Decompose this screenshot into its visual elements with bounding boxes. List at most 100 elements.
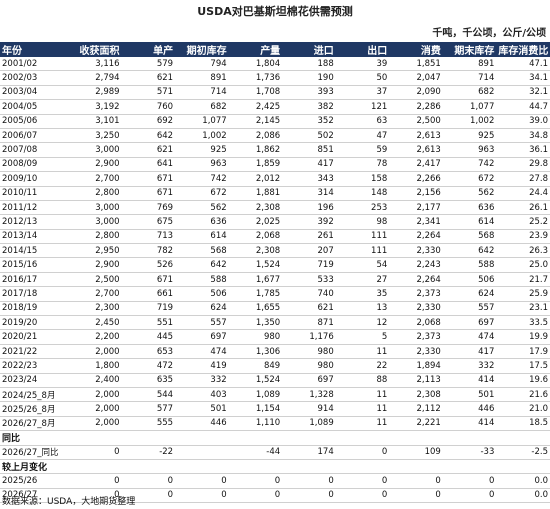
cell: 1,800 xyxy=(68,358,122,374)
cell: 697 xyxy=(175,329,229,345)
table-row: 2026/27_8月 2,000 555 446 1,110 1,089 11 2,221 41… xyxy=(0,416,550,432)
cell: 557 xyxy=(175,315,229,331)
cell: 760 xyxy=(121,99,176,115)
cell: 697 xyxy=(282,373,336,388)
cell: 891 xyxy=(442,57,497,72)
cell: 47.1 xyxy=(496,57,550,72)
cell: 23.9 xyxy=(496,229,550,245)
year-cell: 2008/09 xyxy=(0,157,68,173)
header-cell: 单产 xyxy=(121,42,176,57)
cell: 111 xyxy=(335,243,390,259)
cell: 13 xyxy=(335,301,390,317)
cell: 446 xyxy=(442,401,497,417)
cell: 501 xyxy=(442,387,497,403)
cell: 742 xyxy=(442,157,497,173)
cell: 11 xyxy=(335,401,390,417)
cell: 0 xyxy=(442,488,497,504)
cell: 27 xyxy=(335,272,390,288)
cell: 88 xyxy=(335,373,390,388)
cell: 417 xyxy=(282,157,336,173)
cell: 11 xyxy=(335,344,390,360)
cell: 54 xyxy=(335,257,390,273)
cell: 557 xyxy=(442,301,497,317)
cell: 44.7 xyxy=(496,99,550,115)
cell: 2,177 xyxy=(389,200,443,216)
table-body: 2001/02 3,116 579 794 1,804 188 39 1,851 891 47.1… xyxy=(0,57,550,504)
cell: 27.8 xyxy=(496,171,550,187)
cell: 1,328 xyxy=(282,387,336,403)
table-row: 2002/03 2,794 621 891 1,736 190 50 2,047 714 34.1 xyxy=(0,70,550,86)
table-row: 2009/10 2,700 671 742 2,012 343 158 2,266 672 27.… xyxy=(0,171,550,187)
table-row: 2003/04 2,989 571 714 1,708 393 37 2,090 682 32.1 xyxy=(0,85,550,101)
cell: 26.3 xyxy=(496,243,550,259)
cell: 11 xyxy=(335,416,390,432)
cell: 2,700 xyxy=(68,286,122,302)
cell: 621 xyxy=(121,142,176,158)
cell: 1,708 xyxy=(228,85,283,101)
cell: 2,286 xyxy=(389,99,443,115)
year-cell: 2026/27_8月 xyxy=(0,416,68,432)
cell: 3,000 xyxy=(68,214,122,230)
cell: 1,154 xyxy=(228,401,283,417)
table-row: 2024/25_8月 2,000 544 403 1,089 1,328 11 2,308 50… xyxy=(0,387,550,403)
cell: 47 xyxy=(335,128,390,144)
cell: 474 xyxy=(442,329,497,345)
cell: 714 xyxy=(175,85,229,101)
cell: 414 xyxy=(442,416,497,432)
cell: 849 xyxy=(228,358,283,374)
cell: 891 xyxy=(175,70,229,86)
table-row: 较上月变化 xyxy=(0,459,550,475)
cell: 253 xyxy=(335,200,390,216)
cell: 2,794 xyxy=(68,70,122,86)
cell: 925 xyxy=(442,128,497,144)
year-cell: 2002/03 xyxy=(0,70,68,86)
cell: 2,900 xyxy=(68,157,122,173)
cell: 1,110 xyxy=(228,416,283,432)
year-cell: 2026/27_同比 xyxy=(0,445,68,460)
cell: 2,145 xyxy=(228,114,283,129)
cell: 621 xyxy=(121,70,176,86)
cell: 0.0 xyxy=(496,473,550,489)
cell: 25.0 xyxy=(496,257,550,273)
cell: 692 xyxy=(121,114,176,129)
cell: 2,613 xyxy=(389,128,443,144)
cell: 158 xyxy=(335,171,390,187)
cell: 579 xyxy=(121,57,176,72)
cell: 21.7 xyxy=(496,272,550,288)
cell: 3,101 xyxy=(68,114,122,129)
cell: 2,800 xyxy=(68,186,122,201)
cell: 1,862 xyxy=(228,142,283,158)
cell: 446 xyxy=(175,416,229,432)
cell: 36.1 xyxy=(496,142,550,158)
year-cell: 2006/07 xyxy=(0,128,68,144)
cell: 12 xyxy=(335,315,390,331)
year-cell: 2025/26 xyxy=(0,473,68,489)
cell: 2,090 xyxy=(389,85,443,101)
cell: 59 xyxy=(335,142,390,158)
cell: 551 xyxy=(121,315,176,331)
cell: 148 xyxy=(335,186,390,201)
header-row: 年份 收获面积 单产 期初库存 产量 进口 出口 消费 期末库存 库存消费比 xyxy=(0,42,550,57)
cell: 352 xyxy=(282,114,336,129)
cell: 21.0 xyxy=(496,401,550,417)
cell: 417 xyxy=(442,344,497,360)
cell: 0 xyxy=(282,488,336,504)
year-cell: 2012/13 xyxy=(0,214,68,230)
cell: 653 xyxy=(121,344,176,360)
cell: 3,250 xyxy=(68,128,122,144)
cell: 196 xyxy=(282,200,336,216)
cell: 2,950 xyxy=(68,243,122,259)
cell: 0 xyxy=(335,473,390,489)
cell: 2,450 xyxy=(68,315,122,331)
cell: 963 xyxy=(442,142,497,158)
cell: 2,700 xyxy=(68,171,122,187)
cell: 1,804 xyxy=(228,57,283,72)
cell: 50 xyxy=(335,70,390,86)
cell: 526 xyxy=(121,257,176,273)
cell: 671 xyxy=(121,272,176,288)
cell: 382 xyxy=(282,99,336,115)
cell: 5 xyxy=(335,329,390,345)
header-cell: 出口 xyxy=(335,42,390,57)
cell: 3,000 xyxy=(68,200,122,216)
cell: 1,655 xyxy=(228,301,283,317)
